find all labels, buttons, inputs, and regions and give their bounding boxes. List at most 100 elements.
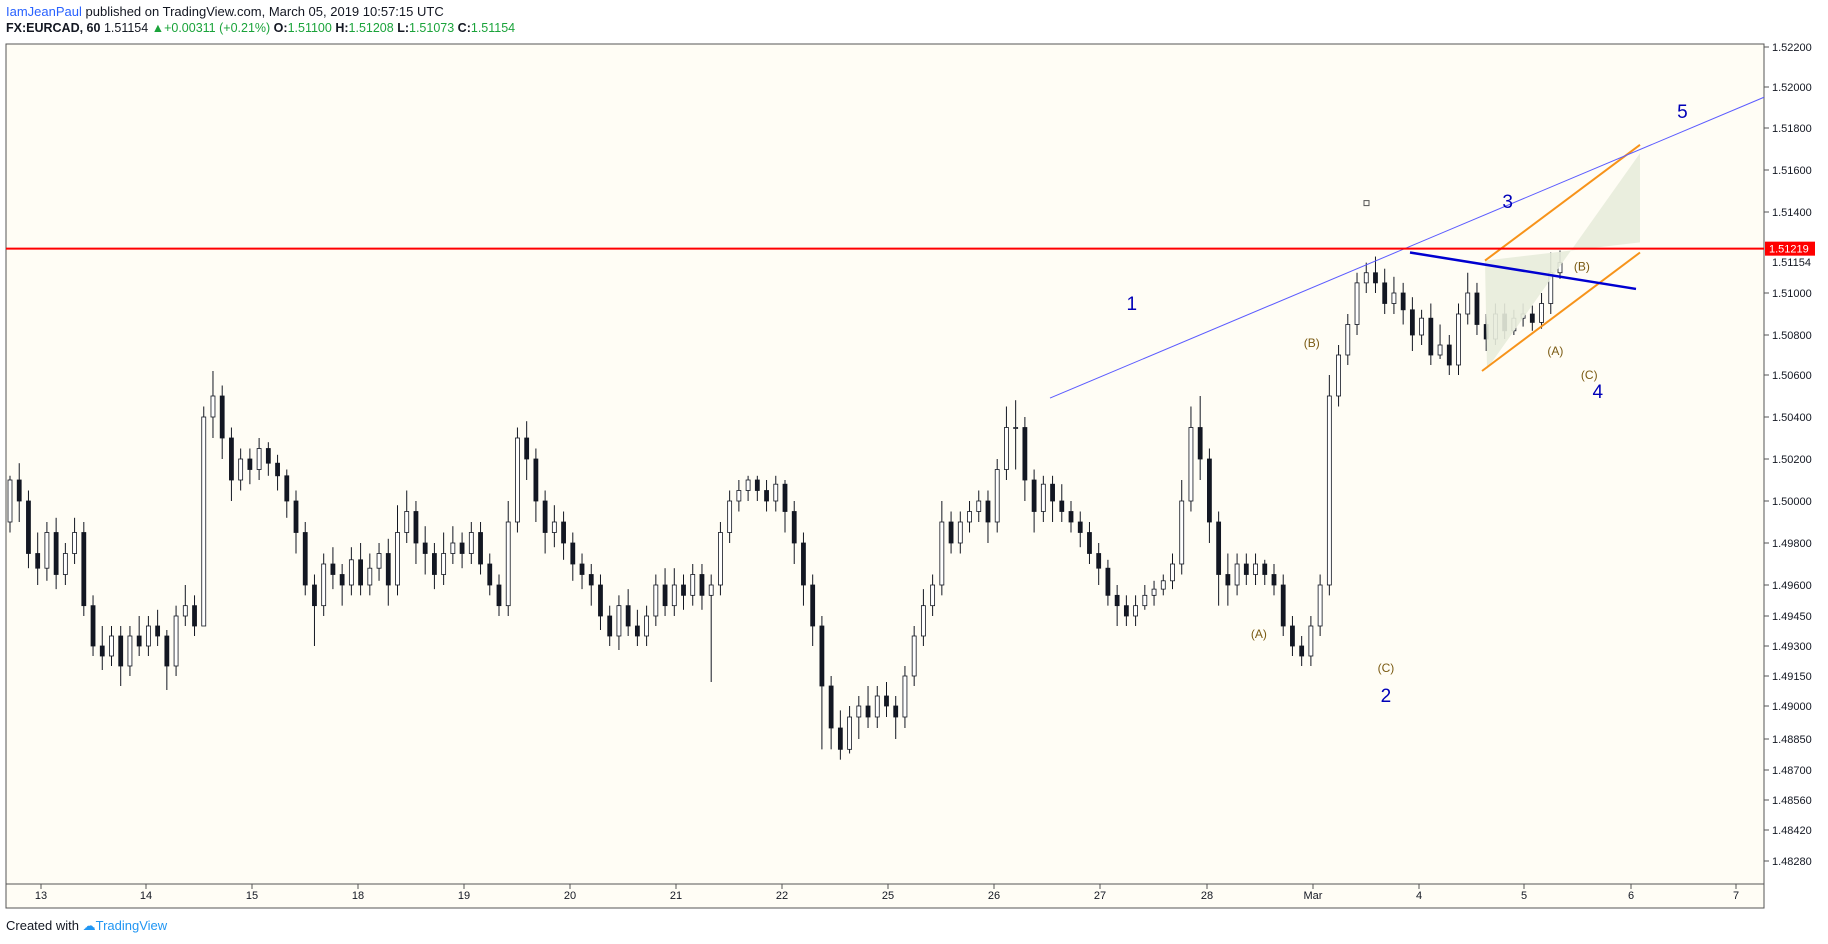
symbol-name[interactable]: FX:EURCAD, 60 — [6, 21, 101, 35]
candle-body — [515, 437, 520, 523]
candle — [182, 585, 188, 626]
candle — [1040, 475, 1046, 522]
candle — [1123, 595, 1129, 626]
candle-body — [1133, 605, 1138, 617]
candle-body — [1050, 483, 1055, 502]
open-label: O: — [273, 21, 288, 35]
candle — [690, 564, 696, 606]
candle-body — [598, 584, 603, 617]
candle-body — [588, 574, 594, 586]
candle-body — [699, 574, 705, 596]
wave-labels: 1 2 3 4 5 (A) (B) (C) (A) (B) (C) — [1126, 102, 1687, 707]
candle-body — [847, 716, 852, 750]
candle — [385, 538, 391, 606]
candle — [865, 686, 871, 728]
candle-body — [1299, 645, 1305, 657]
candle — [81, 522, 87, 616]
candle-body — [856, 705, 862, 718]
candle-body — [432, 553, 437, 575]
candle — [671, 568, 677, 616]
candle-body — [607, 615, 613, 637]
candle — [229, 427, 234, 501]
candle — [551, 505, 557, 548]
candle — [1446, 335, 1452, 375]
time-tick-label: 19 — [458, 890, 470, 902]
candle — [339, 564, 345, 606]
author-link[interactable]: IamJeanPaul — [6, 4, 82, 19]
candle-body — [1391, 292, 1397, 304]
candle — [801, 532, 806, 606]
candle-body — [1170, 563, 1175, 582]
candle — [1465, 272, 1471, 325]
candle — [238, 448, 244, 491]
candle — [662, 568, 668, 616]
candle — [367, 553, 373, 596]
candle-body — [1151, 588, 1157, 596]
candle-body — [1087, 532, 1092, 554]
candle — [1179, 480, 1185, 575]
candle — [1373, 256, 1378, 293]
close-value: 1.51154 — [470, 21, 516, 35]
candle-body — [201, 416, 207, 627]
time-tick-label: 26 — [988, 890, 1000, 902]
price-tick-label: 1.48420 — [1772, 825, 1812, 837]
corrective-label: (B) — [1304, 336, 1320, 350]
tradingview-logo-icon[interactable]: ☁ — [82, 918, 96, 933]
candle — [1188, 406, 1194, 512]
price-tick-label: 1.49000 — [1772, 701, 1812, 713]
channel-upper-line — [1484, 143, 1641, 262]
resistance-price-label: 1.51219 — [1769, 244, 1809, 256]
candle-body — [1068, 511, 1074, 523]
candle — [1437, 324, 1443, 359]
plot-area[interactable] — [5, 43, 1765, 909]
candle-body — [542, 500, 548, 533]
channel-fill — [1485, 153, 1640, 369]
candle-body — [1253, 563, 1258, 575]
candle-body — [247, 458, 253, 470]
candle-body — [468, 532, 474, 554]
candle — [1400, 282, 1406, 325]
candle — [459, 532, 465, 569]
candle — [884, 682, 889, 717]
candle-body — [229, 437, 234, 481]
candle-body — [192, 605, 197, 627]
candle-body — [801, 542, 806, 586]
time-axis[interactable]: 13 14 15 18 19 20 21 22 25 26 27 28 Mar 4 5 6 7 — [35, 884, 1739, 902]
price-tick-label: 1.48560 — [1772, 795, 1812, 807]
symbol-legend: FX:EURCAD, 60 1.51154 ▲+0.00311 (+0.21%)… — [6, 21, 515, 35]
candle-body — [90, 605, 96, 647]
footer: Created with ☁TradingView — [6, 918, 167, 934]
candle-body — [1188, 427, 1194, 502]
candle — [1336, 345, 1341, 407]
candle-body — [219, 395, 225, 439]
high-label: H: — [335, 21, 349, 35]
tradingview-brand[interactable]: TradingView — [95, 918, 168, 933]
candle — [1142, 585, 1148, 610]
candle-body — [1419, 317, 1425, 336]
candle-body — [339, 574, 345, 586]
corrective-label: (A) — [1547, 344, 1563, 358]
candle — [985, 490, 991, 543]
price-tick-label: 1.51000 — [1772, 288, 1812, 300]
candle-body — [155, 625, 161, 637]
candle-body — [948, 521, 954, 544]
candle — [1253, 553, 1258, 585]
candle-body — [1022, 427, 1028, 481]
candle-body — [164, 635, 170, 667]
price-axis[interactable]: 1.52200 1.52000 1.51800 1.51600 1.51400 1.510… — [1764, 42, 1812, 868]
time-tick-label: 22 — [776, 890, 788, 902]
candle — [1363, 262, 1369, 293]
candle-body — [496, 584, 502, 607]
candle-body — [773, 483, 779, 502]
candle-body — [1262, 563, 1268, 575]
candle — [1262, 559, 1268, 585]
candle-body — [312, 584, 317, 607]
candle-body — [505, 521, 511, 607]
candle-body — [1529, 313, 1535, 323]
candle-body — [321, 563, 327, 607]
candle — [1539, 293, 1544, 329]
candle-body — [644, 615, 650, 637]
candle — [708, 574, 714, 682]
corrective-label: (A) — [1251, 627, 1267, 641]
